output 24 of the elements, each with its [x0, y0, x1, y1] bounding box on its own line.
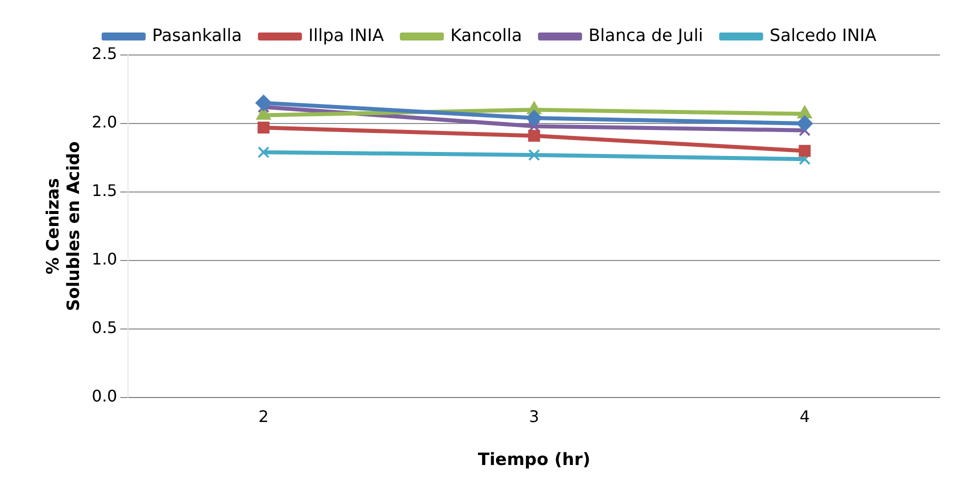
y-axis-title: % Cenizas Solubles en Acido: [44, 141, 84, 312]
y-tick-label: 2.5: [92, 44, 118, 64]
y-tick-label: 1.0: [92, 250, 118, 269]
legend-label: Illpa INIA: [308, 26, 384, 46]
legend-label: Salcedo INIA: [770, 26, 877, 46]
point: [258, 146, 270, 158]
x-tick-label: 2: [258, 407, 269, 426]
y-tick-label: 2.0: [92, 112, 118, 132]
y-tick-label: 0.5: [92, 318, 118, 338]
point: [798, 144, 811, 157]
y-tick-label: 0.0: [92, 386, 118, 406]
x-axis-title: Tiempo (hr): [478, 450, 590, 470]
legend-label: Blanca de Juli: [588, 26, 704, 46]
legend-label: Kancolla: [450, 26, 522, 46]
x-tick-label: 4: [800, 407, 810, 426]
point: [258, 122, 270, 134]
legend-label: Pasankalla: [152, 26, 242, 46]
y-tick-label: 1.5: [92, 181, 118, 200]
point: [526, 110, 542, 126]
point: [528, 149, 540, 161]
point: [796, 115, 813, 132]
point: [528, 130, 540, 142]
point: [256, 94, 272, 111]
x-tick-label: 3: [529, 407, 540, 426]
